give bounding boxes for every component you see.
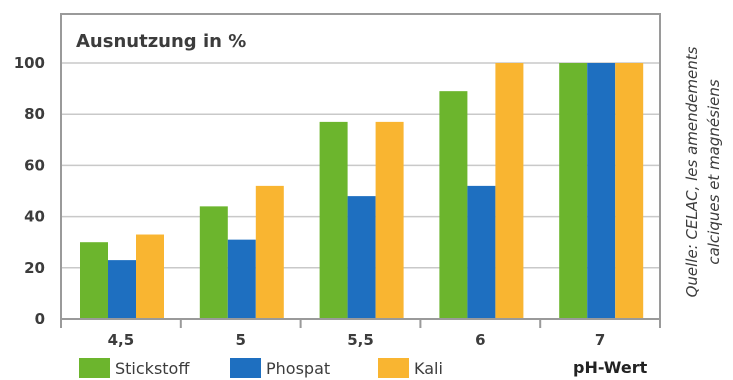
plot-frame [60,13,661,320]
legend-swatch-stickstoff [79,358,110,378]
bar-stickstoff [559,63,588,319]
y-tick-label: 100 [14,54,45,72]
bar-stickstoff [80,242,108,319]
y-tick-label: 20 [24,259,45,277]
axes [60,319,661,328]
x-tick-label: 5,5 [347,331,374,349]
x-tick-label: 6 [475,331,485,349]
bar-phospat [227,239,256,319]
y-tick-label: 40 [24,208,45,226]
y-tick-label: 80 [24,105,45,123]
source-line-2: calciques et magnésiens [705,79,723,265]
bars [80,63,644,319]
y-tick-labels: 0 20 40 60 80 100 [14,54,45,328]
legend-label-stickstoff: Stickstoff [115,359,190,378]
bar-kali [136,234,164,319]
bar-stickstoff [199,206,228,319]
bar-phospat [347,196,376,319]
legend: Stickstoff Phospat Kali [79,358,443,378]
bar-kali [615,63,644,319]
bar-phospat [108,260,136,319]
x-tick-label: 4,5 [108,331,135,349]
chart-title: Ausnutzung in % [76,31,246,52]
x-tick-labels: 4,5 5 5,5 6 7 [108,331,606,349]
bar-phospat [587,63,616,319]
x-tick-label: 5 [235,331,245,349]
legend-label-kali: Kali [414,359,443,378]
bar-phospat [467,185,496,319]
x-tick-label: 7 [595,331,605,349]
bar-stickstoff [319,121,348,319]
bar-stickstoff [439,91,468,319]
y-tick-label: 60 [24,156,45,174]
bar-kali [495,63,524,319]
source-line-1: Quelle: CELAC, les amendements [683,46,701,297]
bar-kali [255,185,284,319]
y-tick-label: 0 [35,310,45,328]
bar-kali [375,121,404,319]
legend-label-phospat: Phospat [266,359,330,378]
source-note: Quelle: CELAC, les amendements calciques… [683,46,723,297]
legend-swatch-kali [378,358,409,378]
legend-swatch-phospat [230,358,261,378]
x-axis-label: pH-Wert [573,358,648,377]
